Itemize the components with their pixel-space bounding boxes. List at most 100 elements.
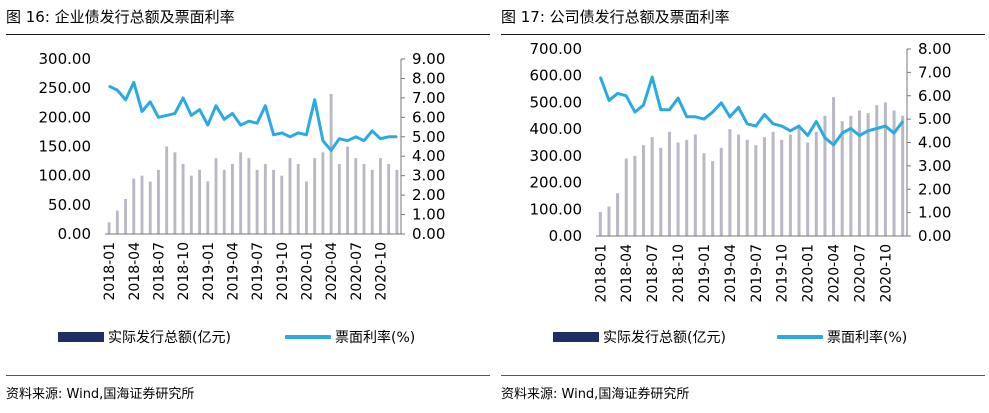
issuance-bar <box>737 134 741 236</box>
coupon-rate-point <box>651 76 653 78</box>
x-axis-tick-label: 2019-01 <box>697 244 713 303</box>
coupon-rate-point <box>182 97 184 99</box>
coupon-rate-point <box>338 137 341 140</box>
left-axis-tick-label: 300.00 <box>39 50 92 68</box>
issuance-bar <box>148 181 152 234</box>
coupon-rate-point <box>806 134 809 137</box>
right-axis-tick-label: 7.00 <box>918 63 951 81</box>
issuance-bar <box>857 110 861 236</box>
x-axis-tick-label: 2018-01 <box>593 244 609 303</box>
issuance-bar <box>354 158 358 234</box>
issuance-bar <box>840 121 844 236</box>
coupon-rate-point <box>729 115 731 118</box>
issuance-bar <box>667 131 671 236</box>
issuance-bar <box>814 131 818 236</box>
coupon-rate-point <box>789 130 792 132</box>
x-axis-tick-label: 2018-04 <box>619 244 635 303</box>
issuance-bar <box>329 94 333 234</box>
coupon-rate-point <box>297 132 300 134</box>
x-axis-tick-label: 2020-10 <box>878 244 894 303</box>
coupon-rate-point <box>116 89 119 91</box>
source-note: 资料来源: Wind,国海证券研究所 <box>501 387 690 402</box>
x-axis-tick-label: 2019-07 <box>250 242 266 301</box>
x-axis-tick-label: 2019-04 <box>723 244 739 303</box>
chart-title: 图 17: 公司债发行总额及票面利率 <box>501 8 730 26</box>
left-axis-tick-label: 600.00 <box>530 67 583 85</box>
x-axis-tick-label: 2020-07 <box>349 242 365 301</box>
issuance-bar <box>255 169 259 234</box>
issuance-bar <box>883 102 887 236</box>
coupon-rate-point <box>174 112 176 115</box>
legend-swatch-line <box>777 335 823 339</box>
left-axis-tick-label: 0.00 <box>58 225 91 243</box>
coupon-rate-point <box>824 137 826 139</box>
coupon-rate-point <box>346 139 349 142</box>
coupon-rate-point <box>608 99 610 102</box>
legend-item-coupon: 票面利率(%) <box>285 327 415 347</box>
coupon-rate-point <box>256 122 258 124</box>
coupon-rate-point <box>322 139 324 142</box>
coupon-rate-point <box>703 118 705 120</box>
issuance-bar <box>231 164 234 234</box>
issuance-bar <box>711 161 715 236</box>
right-axis-tick-label: 3.00 <box>412 167 445 185</box>
coupon-rate-point <box>884 125 887 127</box>
coupon-rate-point <box>841 132 844 134</box>
x-axis-tick-label: 2018-10 <box>671 244 687 303</box>
x-axis-tick-label: 2019-01 <box>201 242 217 301</box>
coupon-rate-point <box>223 118 226 121</box>
left-axis-tick-label: 250.00 <box>39 79 92 97</box>
coupon-rate-point <box>280 132 283 134</box>
issuance-bar <box>173 152 177 234</box>
coupon-rate-point <box>772 123 774 125</box>
issuance-bar <box>337 164 341 234</box>
left-axis-tick-label: 200.00 <box>530 174 583 192</box>
legend-swatch-bar <box>553 332 599 342</box>
coupon-rate-point <box>677 97 679 99</box>
x-axis-tick-label: 2020-04 <box>827 244 843 303</box>
coupon-rate-point <box>746 123 748 125</box>
coupon-rate-point <box>313 99 316 101</box>
x-axis-tick-label: 2019-07 <box>749 244 765 303</box>
issuance-bar <box>676 142 680 236</box>
issuance-bar <box>901 115 905 236</box>
right-axis-tick-label: 7.00 <box>412 89 445 107</box>
right-axis-tick-label: 6.00 <box>918 87 951 105</box>
right-axis-tick-label: 8.00 <box>412 69 445 87</box>
coupon-rate-point <box>132 81 135 84</box>
issuance-bar <box>239 152 243 234</box>
right-axis-tick-label: 1.00 <box>412 206 445 224</box>
coupon-rate-point <box>141 110 143 113</box>
legend-label-issuance: 实际发行总额(亿元) <box>108 330 231 346</box>
issuance-bar <box>387 164 391 234</box>
coupon-rate-point <box>272 134 275 136</box>
chart-title: 图 16: 企业债发行总额及票面利率 <box>6 8 235 26</box>
right-axis-tick-label: 1.00 <box>918 204 951 222</box>
coupon-rate-point <box>264 104 267 107</box>
coupon-rate-point <box>198 108 201 111</box>
coupon-rate-point <box>659 108 662 111</box>
left-axis-tick-label: 100.00 <box>530 200 583 218</box>
issuance-bar <box>642 145 646 236</box>
right-axis-tick-label: 5.00 <box>918 110 951 128</box>
coupon-rate-point <box>371 130 374 132</box>
x-axis-tick-label: 2020-01 <box>801 244 817 303</box>
coupon-rate-point <box>694 115 697 118</box>
coupon-rate-point <box>901 120 904 123</box>
coupon-rate-point <box>363 139 365 142</box>
issuance-bar <box>370 169 374 234</box>
left-axis-tick-label: 50.00 <box>48 196 91 214</box>
left-axis-tick-label: 200.00 <box>39 108 92 126</box>
source-note: 资料来源: Wind,国海证券研究所 <box>6 387 195 402</box>
issuance-bar <box>702 153 706 236</box>
coupon-rate-point <box>396 135 398 138</box>
coupon-rate-point <box>124 99 127 101</box>
issuance-bar <box>719 147 723 236</box>
coupon-rate-point <box>850 127 852 130</box>
issuance-bar <box>806 142 810 236</box>
right-axis-tick-label: 2.00 <box>412 186 445 204</box>
issuance-bar <box>745 139 749 236</box>
coupon-rate-point <box>157 116 160 119</box>
right-axis-tick-label: 4.00 <box>412 147 445 165</box>
coupon-rate-point <box>149 100 152 103</box>
